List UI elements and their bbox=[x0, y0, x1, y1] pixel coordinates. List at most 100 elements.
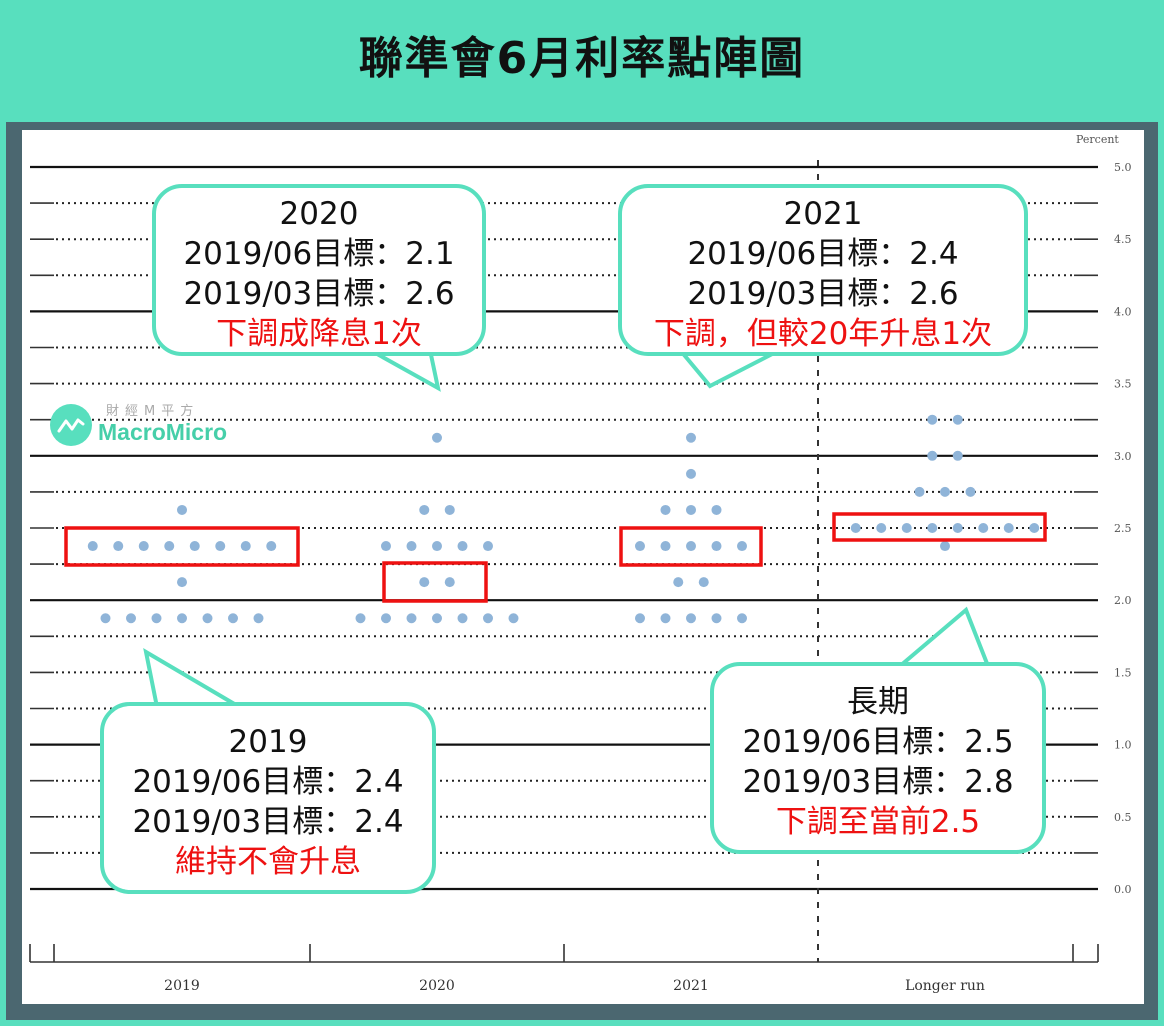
callout-march-target: 2019/03目標：2.6 bbox=[687, 276, 959, 312]
rate-dot bbox=[483, 613, 493, 624]
callout-june-target: 2019/06目標：2.4 bbox=[687, 236, 959, 272]
rate-dot bbox=[660, 613, 671, 624]
rate-dot bbox=[940, 541, 950, 552]
rate-dot bbox=[228, 613, 238, 624]
rate-dot bbox=[432, 541, 442, 552]
y-axis-label: Percent bbox=[1076, 133, 1119, 146]
callout-june-target: 2019/06目標：2.5 bbox=[742, 724, 1014, 760]
rate-dot bbox=[381, 613, 391, 624]
rate-dot bbox=[737, 613, 747, 624]
x-tick-label: 2020 bbox=[419, 978, 455, 994]
rate-dot bbox=[100, 613, 111, 624]
y-tick-label: 0.5 bbox=[1114, 811, 1132, 824]
callout-2020: 2020 2019/06目標：2.1 2019/03目標：2.6 下調成降息1次 bbox=[152, 184, 486, 356]
rate-dot bbox=[457, 541, 468, 552]
callout-note: 下調至當前2.5 bbox=[775, 804, 981, 840]
rate-dot bbox=[432, 432, 442, 443]
x-tick-label: 2021 bbox=[673, 978, 709, 994]
rate-dot bbox=[876, 523, 887, 533]
rate-dot bbox=[177, 613, 187, 624]
rate-dot bbox=[253, 613, 264, 624]
rate-dot bbox=[635, 613, 645, 624]
rate-dot bbox=[266, 541, 277, 552]
rate-dot bbox=[952, 414, 963, 425]
rate-dot bbox=[164, 541, 175, 552]
highlight-box bbox=[619, 526, 763, 567]
rate-dot bbox=[151, 613, 162, 624]
rate-dot bbox=[406, 541, 417, 552]
rate-dot bbox=[673, 577, 684, 588]
rate-dot bbox=[686, 541, 696, 552]
rate-dot bbox=[686, 504, 696, 515]
rate-dot bbox=[483, 541, 493, 552]
callout-note: 維持不會升息 bbox=[175, 844, 361, 880]
rate-dot bbox=[177, 577, 187, 588]
y-tick-label: 0.0 bbox=[1114, 883, 1132, 896]
callout-note: 下調成降息1次 bbox=[216, 316, 422, 352]
rate-dot bbox=[660, 504, 671, 515]
rate-dot bbox=[660, 541, 671, 552]
y-tick-label: 2.0 bbox=[1114, 594, 1132, 607]
rate-dot bbox=[189, 541, 200, 552]
page-title: 聯準會6月利率點陣圖 bbox=[358, 33, 806, 84]
rate-dot bbox=[240, 541, 251, 552]
y-tick-label: 1.5 bbox=[1114, 666, 1132, 679]
callout-heading: 2020 bbox=[279, 196, 359, 232]
y-tick-label: 4.0 bbox=[1114, 305, 1132, 318]
rate-dot bbox=[940, 486, 950, 497]
rate-dot bbox=[202, 613, 213, 624]
y-tick-label: 3.5 bbox=[1114, 378, 1132, 391]
logo-chart-icon bbox=[50, 404, 92, 446]
rate-dot bbox=[419, 504, 430, 515]
y-tick-label: 4.5 bbox=[1114, 233, 1132, 246]
logo-cn-text: 財經M平方 bbox=[106, 404, 200, 419]
rate-dot bbox=[355, 613, 366, 624]
callout-heading: 2019 bbox=[228, 724, 308, 760]
rate-dot bbox=[901, 523, 912, 533]
y-tick-label: 3.0 bbox=[1114, 450, 1132, 463]
callout-heading: 2021 bbox=[783, 196, 863, 232]
x-tick-label: 2019 bbox=[164, 978, 200, 994]
rate-dot bbox=[952, 523, 963, 533]
rate-dot bbox=[457, 613, 468, 624]
rate-dot bbox=[952, 450, 963, 461]
rate-dot bbox=[711, 541, 722, 552]
rate-dot bbox=[113, 541, 124, 552]
callout-2019: 2019 2019/06目標：2.4 2019/03目標：2.4 維持不會升息 bbox=[100, 702, 436, 894]
highlight-box bbox=[832, 512, 1047, 542]
rate-dot bbox=[432, 613, 442, 624]
rate-dot bbox=[850, 523, 861, 533]
highlight-box bbox=[64, 526, 300, 567]
rate-dot bbox=[381, 541, 391, 552]
rate-dot bbox=[508, 613, 519, 624]
rate-dot bbox=[698, 577, 709, 588]
x-tick-label: Longer run bbox=[905, 978, 985, 994]
callout-heading: 長期 bbox=[847, 684, 909, 720]
rate-dot bbox=[635, 541, 645, 552]
y-tick-label: 2.5 bbox=[1114, 522, 1132, 535]
rate-dot bbox=[978, 523, 989, 533]
rate-dot bbox=[914, 486, 925, 497]
callout-longer-run: 長期 2019/06目標：2.5 2019/03目標：2.8 下調至當前2.5 bbox=[710, 662, 1046, 854]
y-tick-label: 5.0 bbox=[1114, 161, 1132, 174]
rate-dot bbox=[927, 414, 938, 425]
callout-march-target: 2019/03目標：2.6 bbox=[183, 276, 455, 312]
rate-dot bbox=[215, 541, 226, 552]
callout-march-target: 2019/03目標：2.4 bbox=[132, 804, 404, 840]
callout-2021: 2021 2019/06目標：2.4 2019/03目標：2.6 下調，但較20… bbox=[618, 184, 1028, 356]
rate-dot bbox=[927, 523, 938, 533]
rate-dot bbox=[1003, 523, 1014, 533]
callout-june-target: 2019/06目標：2.4 bbox=[132, 764, 404, 800]
callout-note: 下調，但較20年升息1次 bbox=[653, 316, 993, 352]
highlight-box bbox=[382, 561, 488, 603]
rate-dot bbox=[87, 541, 98, 552]
rate-dot bbox=[927, 450, 938, 461]
logo-en-text: MacroMicro bbox=[98, 419, 228, 445]
rate-dot bbox=[1029, 523, 1040, 533]
rate-dot bbox=[419, 577, 430, 588]
rate-dot bbox=[177, 504, 187, 515]
rate-dot bbox=[406, 613, 417, 624]
rate-dot bbox=[737, 541, 747, 552]
rate-dot bbox=[686, 432, 696, 443]
